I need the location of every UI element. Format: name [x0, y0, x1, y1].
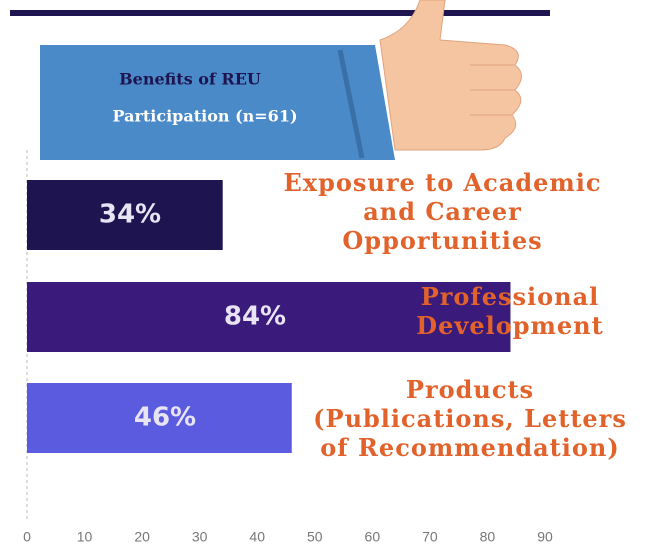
chart-title: Benefits of REU — [119, 70, 261, 89]
category-label: Professional Development — [385, 282, 635, 340]
x-tick-label: 50 — [307, 529, 323, 545]
x-tick-label: 0 — [23, 529, 31, 545]
value-label: 34% — [99, 200, 161, 230]
value-label: 84% — [224, 302, 286, 332]
x-tick-label: 60 — [365, 529, 381, 545]
page: Benefits of REU Participation (n=61) 0 10… — [0, 0, 655, 550]
value-label: 46% — [134, 403, 196, 433]
category-label: Exposure to Academic and Career Opportun… — [240, 168, 645, 255]
x-tick-label: 20 — [134, 529, 150, 545]
x-tick-label: 90 — [537, 529, 553, 545]
chart-subtitle: Participation (n=61) — [112, 107, 297, 126]
x-tick-label: 30 — [192, 529, 208, 545]
chart: Benefits of REU Participation (n=61) 0 10… — [0, 0, 655, 550]
category-label: Products (Publications, Letters of Recom… — [285, 375, 655, 462]
x-tick-label: 70 — [422, 529, 438, 545]
x-tick-label: 80 — [480, 529, 496, 545]
thumb-icon — [380, 0, 522, 150]
x-tick-label: 40 — [249, 529, 265, 545]
x-tick-label: 10 — [77, 529, 93, 545]
